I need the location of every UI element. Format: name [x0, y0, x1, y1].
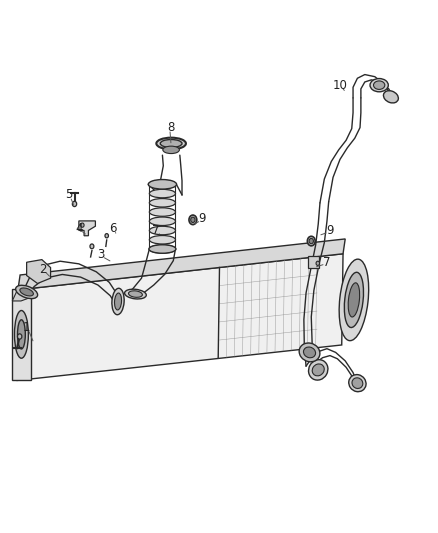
Ellipse shape [304, 347, 315, 358]
Ellipse shape [316, 261, 320, 265]
Text: 10: 10 [332, 79, 347, 92]
Ellipse shape [90, 244, 94, 249]
Ellipse shape [374, 81, 385, 90]
Ellipse shape [352, 378, 363, 389]
Ellipse shape [112, 288, 124, 314]
Polygon shape [27, 260, 50, 284]
Polygon shape [308, 256, 319, 268]
Ellipse shape [128, 291, 142, 297]
Ellipse shape [308, 360, 328, 380]
Polygon shape [18, 239, 345, 290]
Ellipse shape [349, 375, 366, 392]
Polygon shape [12, 289, 31, 381]
Ellipse shape [81, 223, 84, 227]
Ellipse shape [18, 334, 22, 339]
Ellipse shape [149, 236, 176, 244]
Ellipse shape [149, 227, 176, 235]
Ellipse shape [370, 78, 389, 92]
Ellipse shape [149, 189, 176, 198]
Ellipse shape [191, 217, 195, 222]
Ellipse shape [312, 364, 324, 376]
Ellipse shape [149, 199, 176, 207]
Text: 7: 7 [152, 224, 159, 237]
Ellipse shape [344, 272, 364, 327]
Polygon shape [79, 221, 95, 236]
Ellipse shape [160, 140, 182, 148]
Text: 9: 9 [199, 212, 206, 225]
Polygon shape [12, 289, 31, 301]
Ellipse shape [309, 238, 314, 244]
Text: 9: 9 [326, 224, 334, 237]
Text: 1: 1 [23, 321, 30, 334]
Ellipse shape [114, 293, 122, 310]
Text: 7: 7 [323, 256, 331, 269]
Polygon shape [17, 254, 343, 381]
Text: 8: 8 [167, 121, 175, 134]
Ellipse shape [149, 208, 176, 216]
Ellipse shape [124, 289, 146, 299]
Ellipse shape [18, 320, 25, 349]
Ellipse shape [14, 311, 28, 358]
Text: 2: 2 [39, 263, 46, 276]
Ellipse shape [339, 259, 369, 341]
Text: 6: 6 [110, 222, 117, 235]
Ellipse shape [105, 233, 109, 238]
Ellipse shape [348, 283, 360, 317]
Ellipse shape [72, 201, 77, 207]
Ellipse shape [299, 343, 320, 362]
Ellipse shape [189, 215, 197, 224]
Ellipse shape [149, 245, 176, 253]
Ellipse shape [149, 217, 176, 225]
Ellipse shape [149, 245, 176, 253]
Text: 5: 5 [65, 189, 73, 201]
Ellipse shape [20, 288, 33, 296]
Ellipse shape [16, 285, 38, 298]
Ellipse shape [163, 146, 180, 154]
Ellipse shape [383, 91, 399, 103]
Ellipse shape [148, 180, 177, 189]
Ellipse shape [149, 180, 176, 189]
Text: 3: 3 [97, 248, 104, 261]
Ellipse shape [156, 138, 186, 149]
Ellipse shape [307, 236, 315, 246]
Text: 4: 4 [75, 222, 83, 235]
